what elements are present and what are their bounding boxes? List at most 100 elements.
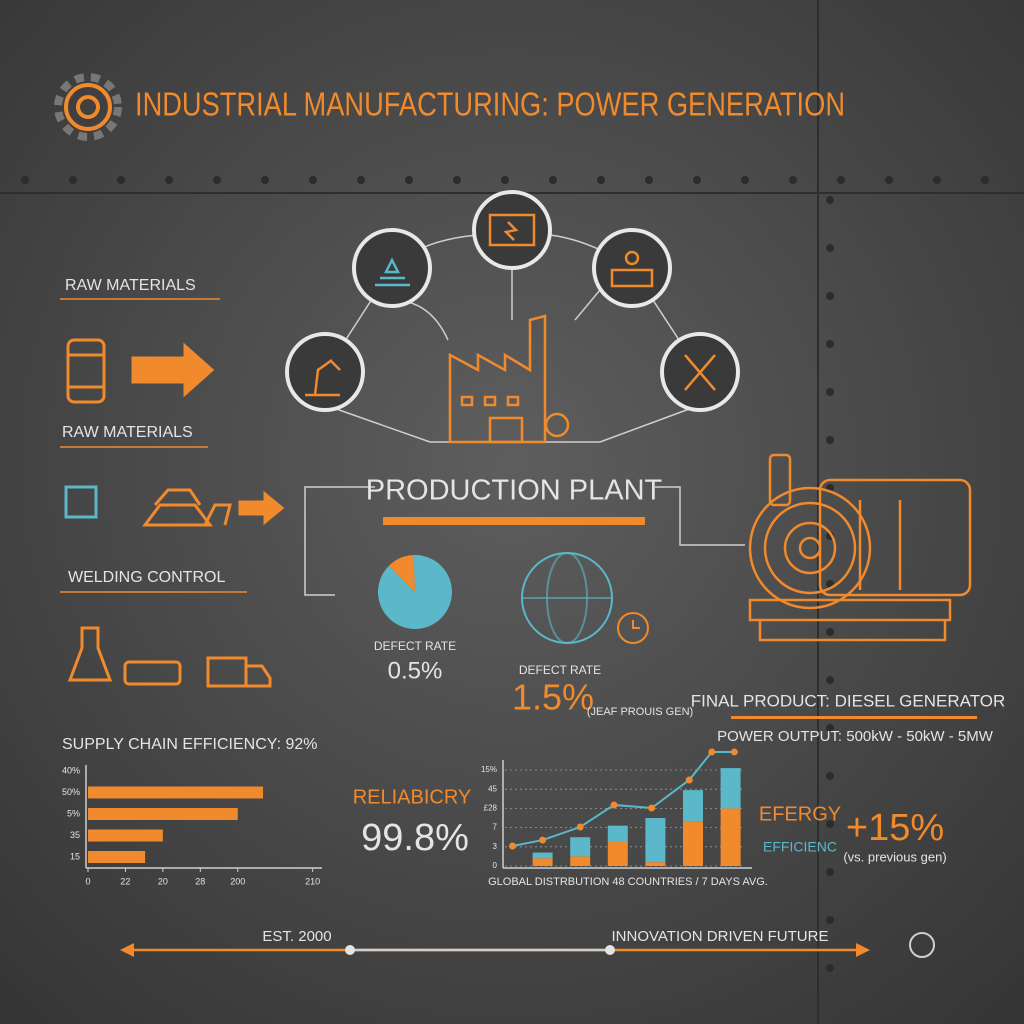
y-tick-label: 3 [493,842,498,851]
rivet [501,176,509,184]
rivet [549,176,557,184]
metric-sublabel: EFFICIENC [763,839,837,855]
chart-caption: GLOBAL DISTRBUTION 48 COUNTRIES / 7 DAYS… [488,876,768,888]
input-label: RAW MATERIALS [65,277,196,294]
x-tick-label: 200 [230,876,245,886]
y-tick-label: 45 [488,784,497,793]
y-tick-label: 35 [70,830,80,840]
stacked-bar-segment [607,842,628,866]
input-label: WELDING CONTROL [68,569,225,586]
stacked-bar-segment [607,825,628,842]
metric-note: (JEAF PROUIS GEN) [587,706,693,718]
rivet [826,916,834,924]
metric-note: (vs. previous gen) [843,849,946,864]
input-icons [64,338,285,688]
rivet [826,676,834,684]
gear-icon [54,73,122,141]
stacked-bar-segment [683,790,703,822]
x-tick-label: 0 [85,876,90,886]
line-marker [685,776,693,784]
chart-title: SUPPLY CHAIN EFFICIENCY: 92% [62,736,317,753]
metric-label: DEFECT RATE [519,663,601,677]
y-tick-label: 5% [67,808,80,818]
rivet [826,340,834,348]
rivet [597,176,605,184]
timeline [120,932,935,958]
input-label: RAW MATERIALS [62,424,193,441]
y-tick-label: £28 [484,804,498,813]
rivet [826,436,834,444]
x-tick-label: 22 [120,876,130,886]
line-marker [576,823,584,831]
rivet [826,244,834,252]
rivet [826,868,834,876]
rivets [21,176,989,972]
y-tick-label: 15% [481,765,497,774]
rivet [826,196,834,204]
stacked-bar-segment [720,768,741,809]
rivet [69,176,77,184]
page-title: INDUSTRIAL MANUFACTURING: POWER GENERATI… [135,86,845,123]
bar [88,851,146,863]
stacked-bar-segment [532,852,553,859]
line-marker [730,748,738,756]
rivet [826,628,834,636]
rivet [837,176,845,184]
y-tick-label: 0 [493,861,498,870]
rivet [741,176,749,184]
rivet [645,176,653,184]
metric-label: RELIABICRY [353,786,472,808]
bar [88,829,163,842]
globe-icon [521,552,649,644]
rivet [261,176,269,184]
product-underline [731,716,977,719]
rivet [165,176,173,184]
rivet [117,176,125,184]
rivet [826,964,834,972]
rivet [826,724,834,732]
y-tick-label: 50% [62,787,80,797]
line-marker [610,801,618,809]
metric-label: DEFECT RATE [374,639,456,653]
y-tick-label: 15 [70,851,80,861]
stacked-bar-segment [720,808,741,866]
line-marker [539,836,547,844]
bar [88,786,264,799]
x-tick-label: 28 [195,876,205,886]
process-icons [305,213,716,444]
x-tick-label: 20 [158,876,168,886]
rivet [981,176,989,184]
x-tick-label: 210 [305,876,320,886]
rivet [789,176,797,184]
rivet [21,176,29,184]
y-tick-label: 7 [493,823,498,832]
stacked-bar-segment [570,837,591,857]
stacked-bar-segment [570,856,591,866]
pie-slice [388,555,415,592]
rivet [693,176,701,184]
line-marker [708,748,716,756]
stacked-bar-segment [645,818,666,863]
rivet [405,176,413,184]
timeline-end: INNOVATION DRIVEN FUTURE [612,928,829,945]
rivet [453,176,461,184]
generator-drawing [748,453,972,642]
combo-axes [502,760,752,869]
metric-value: 0.5% [388,657,443,684]
plant-title: PRODUCTION PLANT [366,475,663,507]
rivet [357,176,365,184]
rivet [213,176,221,184]
rivet [826,388,834,396]
timeline-start: EST. 2000 [262,928,331,945]
rivet [933,176,941,184]
rivet [826,820,834,828]
rivet [826,292,834,300]
metric-value: 99.8% [361,817,469,859]
stacked-bar-segment [645,862,666,866]
pie-slice [377,555,452,630]
metric-label: EFERGY [759,803,841,825]
line [512,750,735,848]
plant-underline [383,517,645,525]
